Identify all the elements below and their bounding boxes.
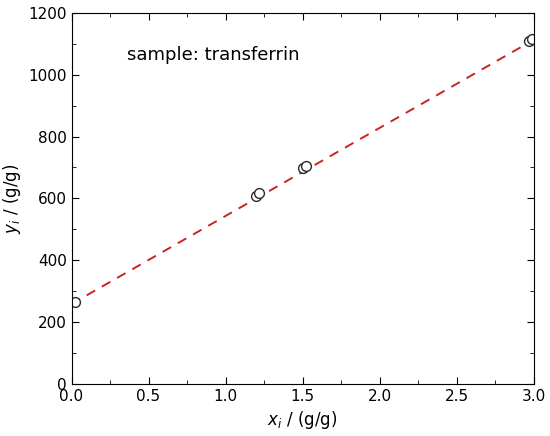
Y-axis label: $y_i$ / (g/g): $y_i$ / (g/g) bbox=[1, 163, 23, 234]
X-axis label: $x_i$ / (g/g): $x_i$ / (g/g) bbox=[267, 409, 338, 431]
Point bbox=[301, 163, 310, 170]
Text: sample: transferrin: sample: transferrin bbox=[127, 47, 299, 65]
Point bbox=[298, 165, 307, 172]
Point bbox=[255, 190, 264, 197]
Point bbox=[527, 36, 536, 43]
Point bbox=[70, 299, 79, 306]
Point bbox=[252, 192, 261, 199]
Point bbox=[525, 38, 533, 45]
